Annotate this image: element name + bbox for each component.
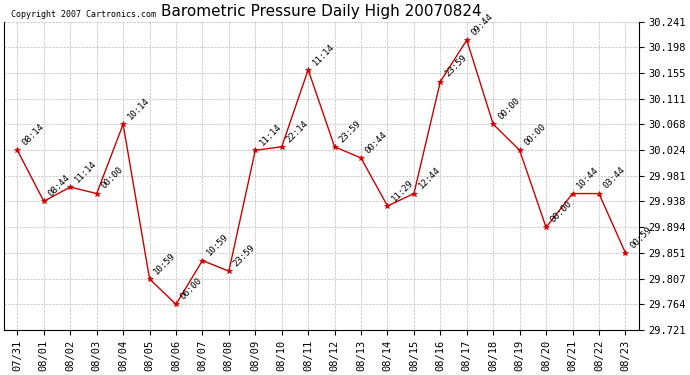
Text: 08:44: 08:44 <box>47 173 72 198</box>
Text: 06:00: 06:00 <box>179 276 204 302</box>
Text: 11:29: 11:29 <box>391 178 415 203</box>
Text: 00:00: 00:00 <box>549 199 574 225</box>
Text: 00:44: 00:44 <box>364 130 389 155</box>
Text: 23:59: 23:59 <box>337 118 363 144</box>
Text: 10:14: 10:14 <box>126 96 151 122</box>
Text: 10:59: 10:59 <box>152 251 178 276</box>
Text: 22:14: 22:14 <box>284 118 310 144</box>
Text: 00:00: 00:00 <box>99 165 125 191</box>
Text: Copyright 2007 Cartronics.com: Copyright 2007 Cartronics.com <box>10 10 155 19</box>
Text: 00:00: 00:00 <box>522 122 548 147</box>
Text: 00:59: 00:59 <box>628 225 653 250</box>
Text: 23:59: 23:59 <box>443 53 469 79</box>
Text: 00:00: 00:00 <box>496 96 522 122</box>
Title: Barometric Pressure Daily High 20070824: Barometric Pressure Daily High 20070824 <box>161 4 482 19</box>
Text: 11:14: 11:14 <box>73 159 99 184</box>
Text: 11:14: 11:14 <box>258 122 284 147</box>
Text: 03:44: 03:44 <box>602 165 627 191</box>
Text: 08:14: 08:14 <box>20 122 46 147</box>
Text: 12:44: 12:44 <box>417 165 442 191</box>
Text: 23:59: 23:59 <box>232 243 257 268</box>
Text: 09:44: 09:44 <box>470 12 495 38</box>
Text: 10:59: 10:59 <box>205 232 230 258</box>
Text: 11:14: 11:14 <box>311 42 336 67</box>
Text: 10:44: 10:44 <box>575 165 601 191</box>
